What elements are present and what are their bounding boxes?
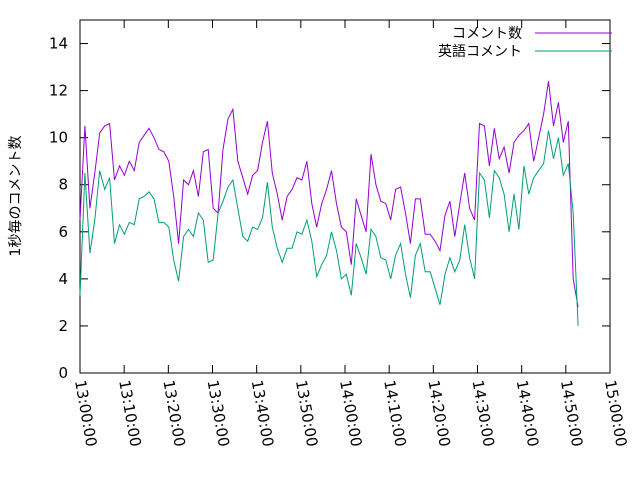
y-tick-label: 14 bbox=[49, 35, 68, 53]
y-tick-label: 6 bbox=[58, 223, 68, 241]
legend-label: コメント数 bbox=[452, 26, 522, 42]
y-axis-label: 1秒毎のコメント数 bbox=[8, 136, 24, 257]
x-tick-label: 13:30:00 bbox=[204, 379, 233, 448]
x-tick-label: 14:20:00 bbox=[424, 379, 453, 448]
x-tick-label: 14:40:00 bbox=[513, 379, 542, 448]
series-line bbox=[79, 81, 579, 308]
y-tick-label: 0 bbox=[58, 364, 68, 382]
plot-border bbox=[79, 19, 611, 374]
legend-label: 英語コメント bbox=[438, 43, 522, 60]
y-tick-label: 12 bbox=[49, 82, 68, 100]
series-line bbox=[79, 130, 579, 326]
x-tick-label: 13:50:00 bbox=[292, 379, 321, 448]
y-tick-label: 8 bbox=[58, 176, 68, 194]
y-tick-label: 4 bbox=[58, 270, 68, 288]
x-tick-label: 13:10:00 bbox=[115, 379, 144, 448]
y-tick-label: 2 bbox=[58, 317, 68, 335]
x-tick-label: 14:00:00 bbox=[336, 379, 365, 448]
x-tick-label: 14:50:00 bbox=[557, 379, 586, 448]
y-tick-label: 10 bbox=[49, 129, 68, 147]
x-tick-label: 14:30:00 bbox=[469, 379, 498, 448]
x-tick-label: 13:00:00 bbox=[71, 379, 100, 448]
x-tick-label: 13:40:00 bbox=[248, 379, 277, 448]
x-tick-label: 13:20:00 bbox=[159, 379, 188, 448]
x-tick-label: 15:00:00 bbox=[601, 379, 630, 448]
x-tick-label: 14:10:00 bbox=[380, 379, 409, 448]
